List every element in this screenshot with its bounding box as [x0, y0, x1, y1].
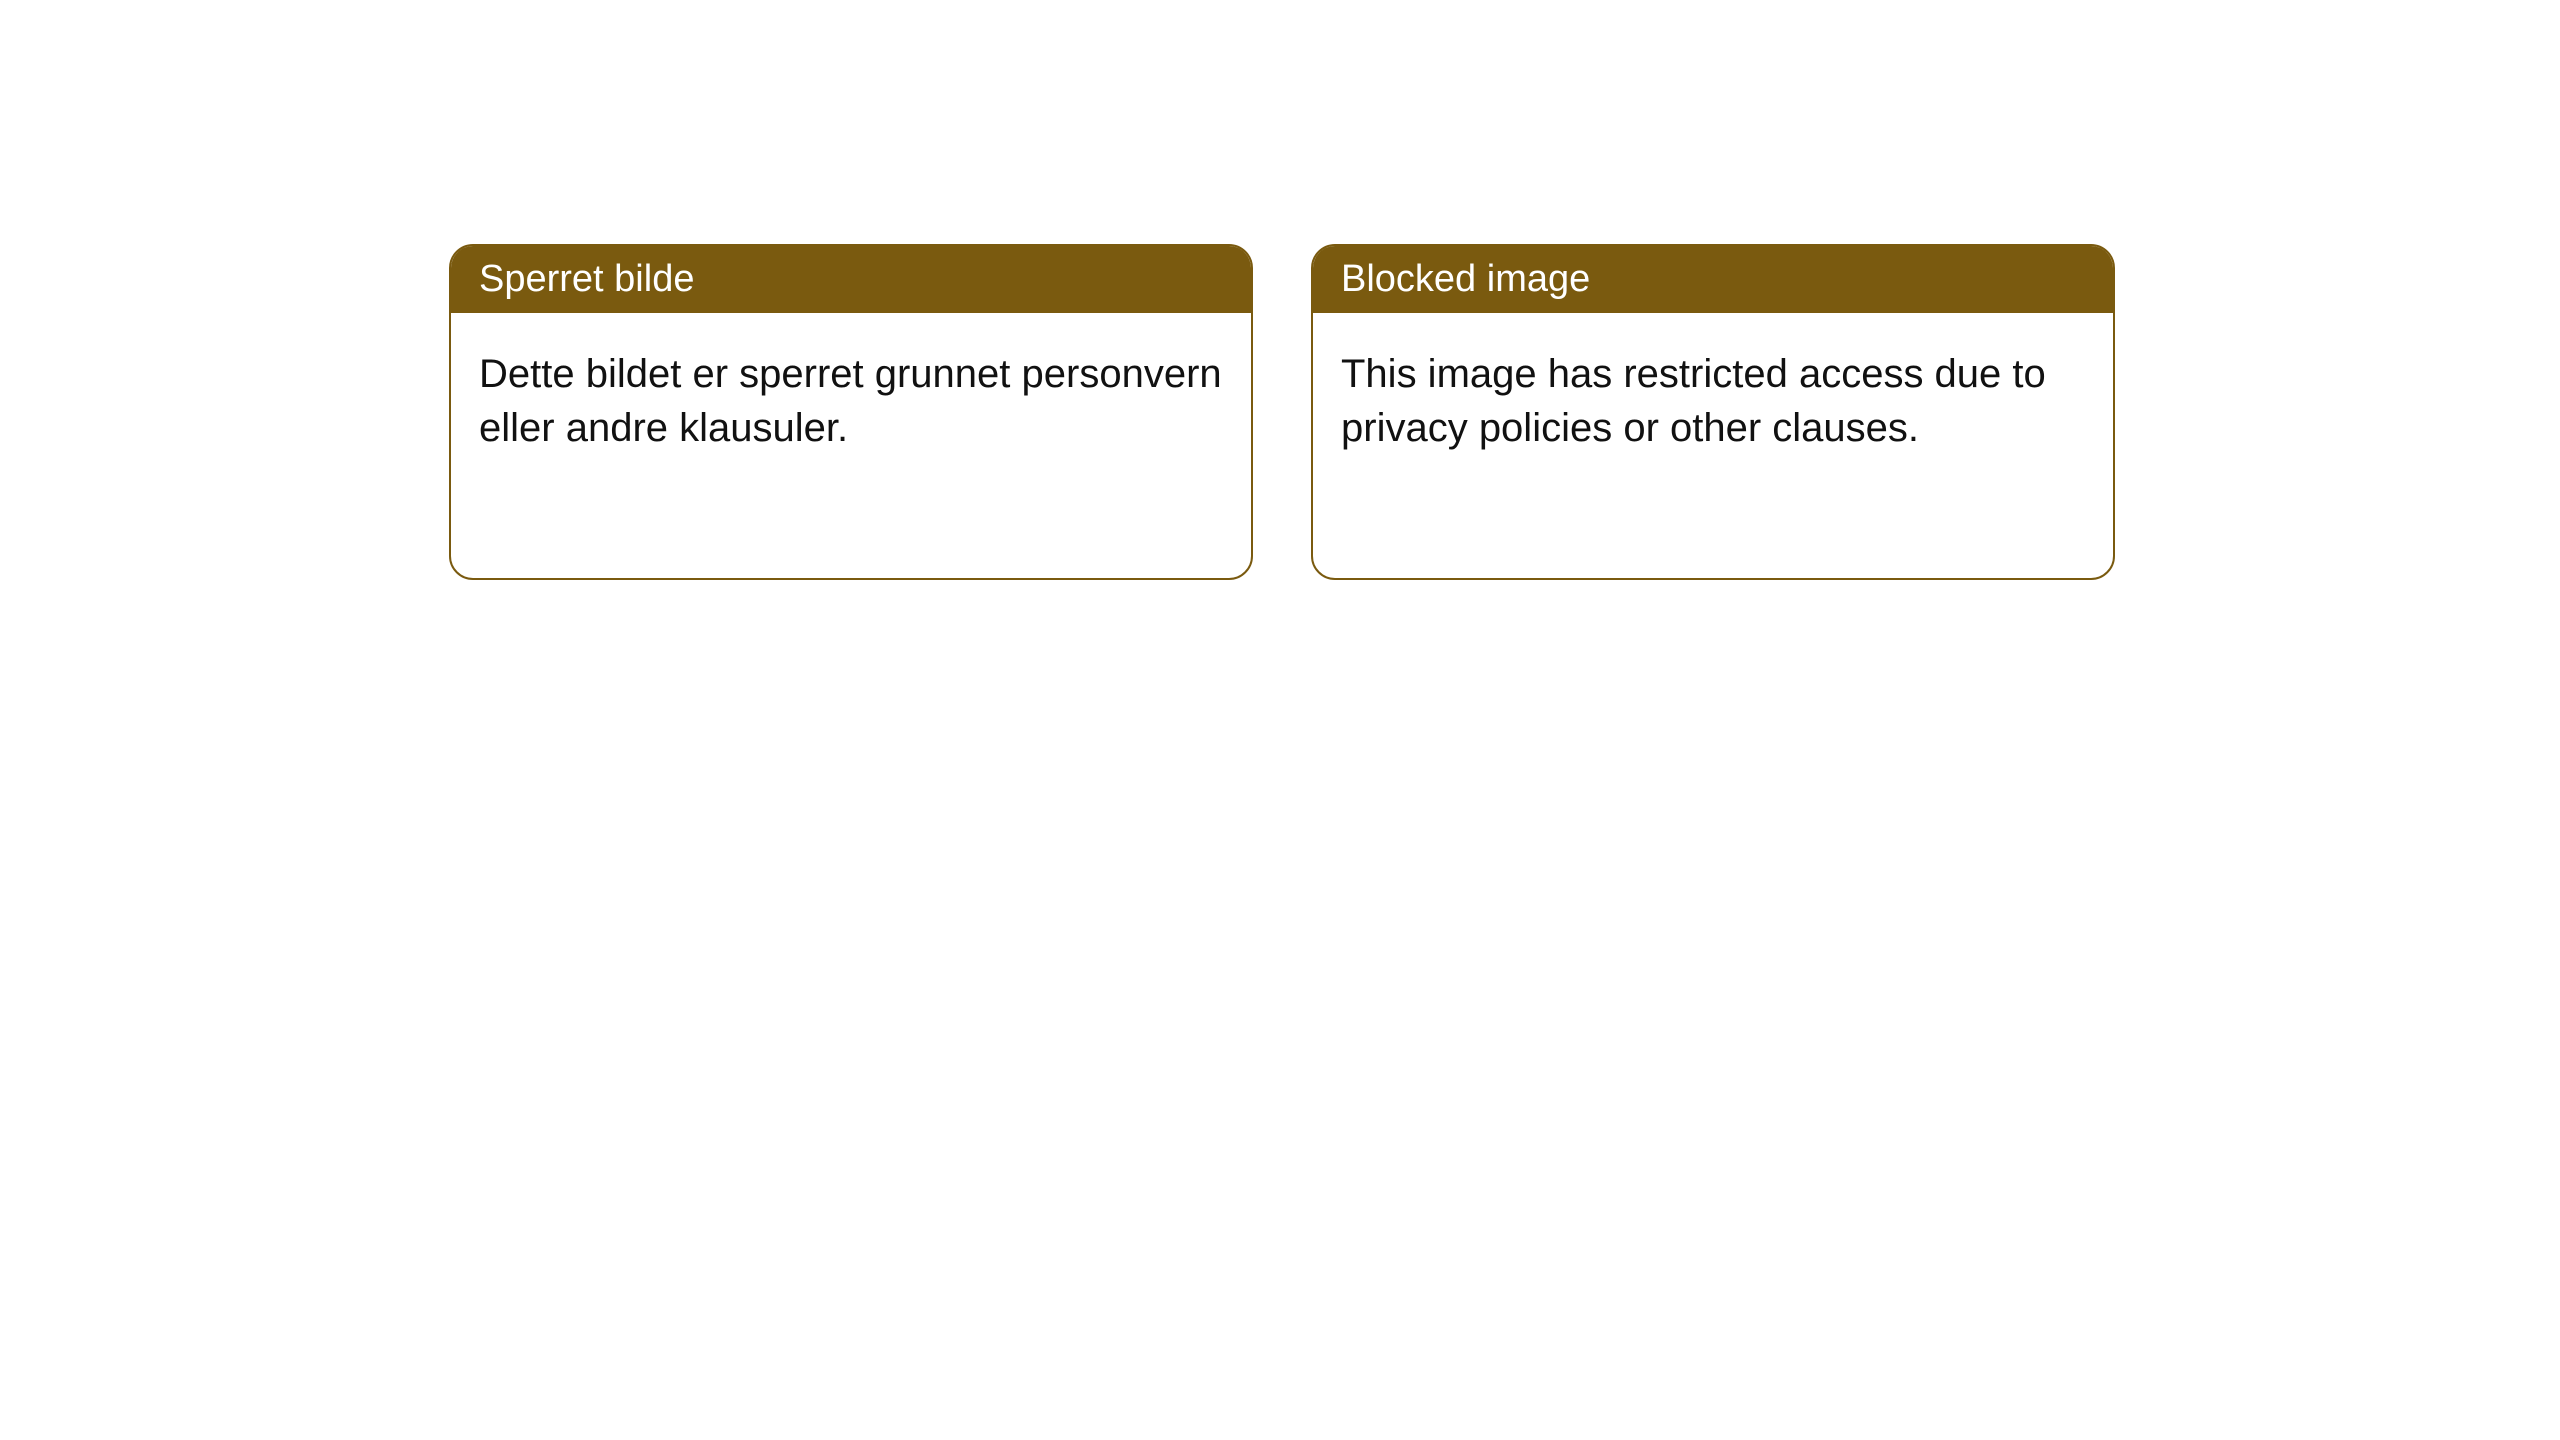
notice-cards-container: Sperret bilde Dette bildet er sperret gr…	[449, 244, 2115, 580]
notice-body-norwegian: Dette bildet er sperret grunnet personve…	[451, 313, 1251, 489]
notice-card-norwegian: Sperret bilde Dette bildet er sperret gr…	[449, 244, 1253, 580]
notice-header-norwegian: Sperret bilde	[451, 246, 1251, 313]
notice-body-english: This image has restricted access due to …	[1313, 313, 2113, 489]
notice-header-english: Blocked image	[1313, 246, 2113, 313]
notice-card-english: Blocked image This image has restricted …	[1311, 244, 2115, 580]
